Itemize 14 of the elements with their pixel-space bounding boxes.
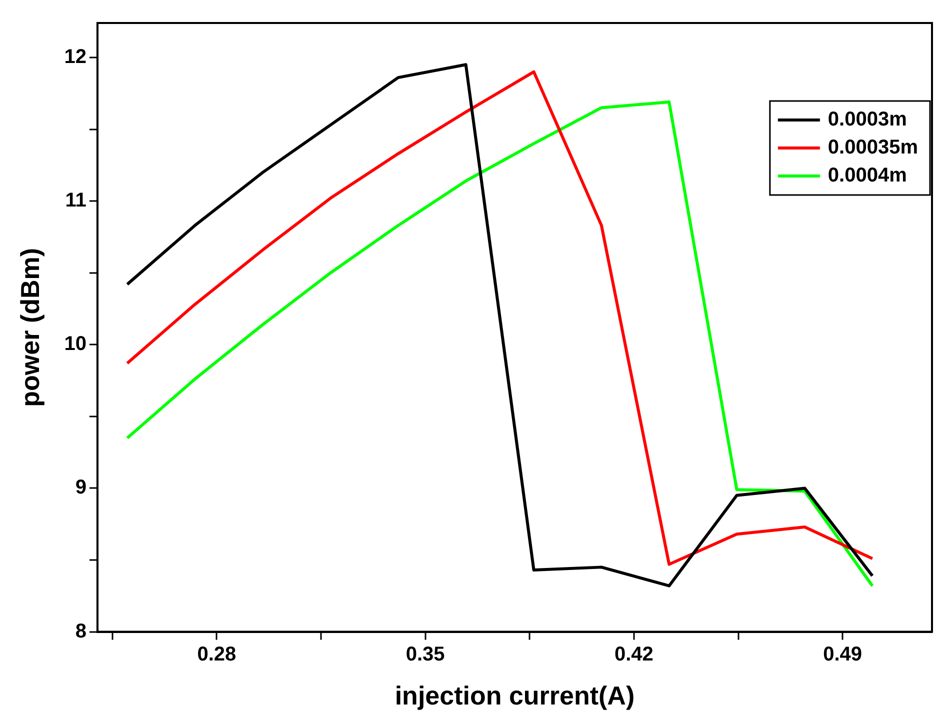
legend-label: 0.0003m	[828, 108, 907, 131]
legend-label: 0.0004m	[828, 164, 907, 187]
x-tick-label: 0.49	[823, 643, 862, 666]
legend-label: 0.00035m	[828, 136, 918, 159]
y-tick-label: 8	[75, 620, 86, 642]
x-tick-label: 0.42	[614, 643, 654, 666]
y-tick-label: 11	[65, 190, 86, 212]
x-tick-label: 0.35	[406, 643, 445, 666]
y-tick-label: 9	[75, 476, 86, 499]
y-tick-label: 12	[64, 46, 86, 68]
y-tick-label: 10	[64, 333, 86, 356]
x-tick-label: 0.28	[197, 643, 236, 666]
x-axis-title: injection current(A)	[394, 680, 635, 711]
y-axis-title: power (dBm)	[14, 248, 45, 407]
